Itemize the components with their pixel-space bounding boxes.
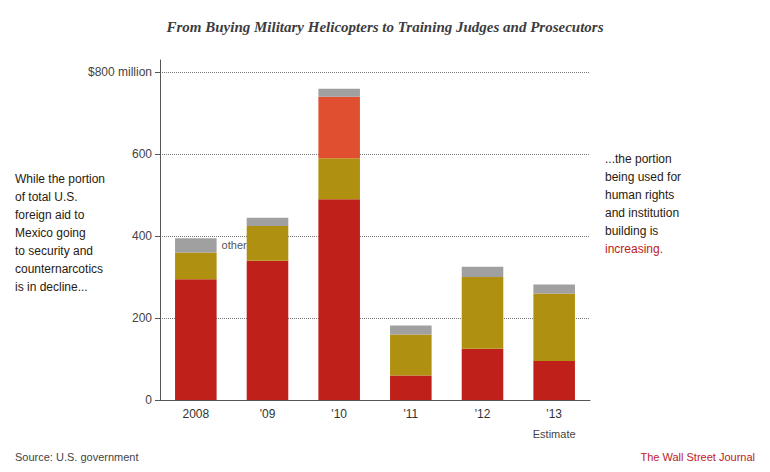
svg-text:While the portion: While the portion <box>15 172 105 186</box>
svg-text:Estimate: Estimate <box>533 428 576 440</box>
svg-text:foreign aid to: foreign aid to <box>15 208 85 222</box>
svg-text:'11: '11 <box>403 407 418 421</box>
svg-text:is in decline...: is in decline... <box>15 280 88 294</box>
svg-text:Source: U.S. government: Source: U.S. government <box>15 451 139 463</box>
svg-text:of total U.S.: of total U.S. <box>15 190 78 204</box>
svg-text:400: 400 <box>132 229 152 243</box>
svg-text:and institution: and institution <box>605 206 679 220</box>
svg-text:0: 0 <box>145 393 152 407</box>
svg-text:other: other <box>222 239 247 251</box>
svg-text:counternarcotics: counternarcotics <box>15 262 103 276</box>
svg-text:200: 200 <box>132 311 152 325</box>
svg-text:'12: '12 <box>475 407 491 421</box>
svg-text:...the portion: ...the portion <box>605 152 672 166</box>
svg-text:'09: '09 <box>260 407 276 421</box>
svg-text:From Buying Military Helicopte: From Buying Military Helicopters to Trai… <box>166 19 604 35</box>
svg-text:The Wall Street Journal: The Wall Street Journal <box>640 451 755 463</box>
svg-text:2008: 2008 <box>182 407 209 421</box>
svg-text:$800 million: $800 million <box>88 65 152 79</box>
svg-text:600: 600 <box>132 147 152 161</box>
svg-text:Mexico going: Mexico going <box>15 226 86 240</box>
svg-text:'10: '10 <box>331 407 347 421</box>
svg-text:to security and: to security and <box>15 244 93 258</box>
svg-text:being used for: being used for <box>605 170 681 184</box>
svg-text:increasing.: increasing. <box>605 242 663 256</box>
svg-text:'13: '13 <box>546 407 562 421</box>
svg-text:human rights: human rights <box>605 188 674 202</box>
svg-text:building is: building is <box>605 224 658 238</box>
